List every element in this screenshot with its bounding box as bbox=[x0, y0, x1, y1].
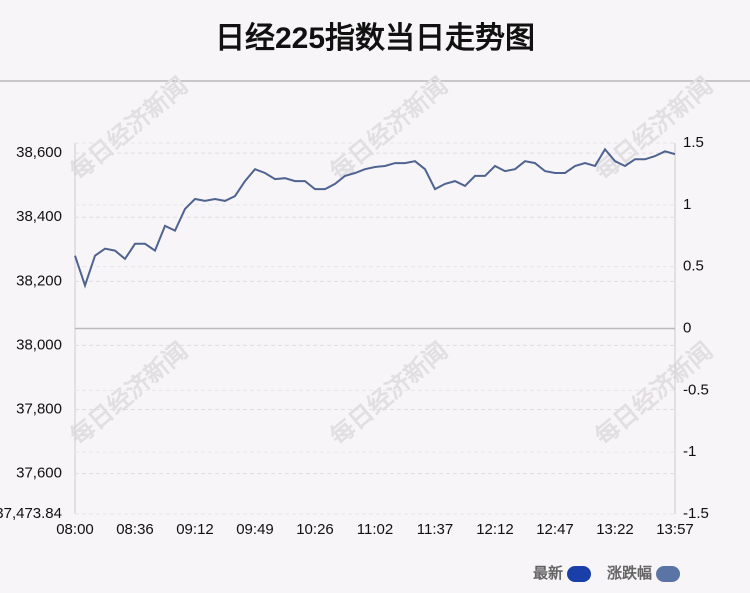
x-tick-label: 12:47 bbox=[536, 521, 574, 538]
y2-tick-label: 1 bbox=[683, 196, 691, 213]
x-tick-label: 08:36 bbox=[116, 521, 154, 538]
y-tick-label: 37,600 bbox=[16, 465, 62, 482]
x-tick-label: 12:12 bbox=[476, 521, 514, 538]
legend-swatch bbox=[656, 566, 681, 582]
y2-tick-label: 0.5 bbox=[683, 258, 704, 275]
x-tick-label: 11:37 bbox=[417, 521, 453, 538]
x-tick-label: 13:22 bbox=[596, 521, 634, 538]
x-tick-label: 13:57 bbox=[656, 521, 694, 538]
y2-tick-label: 0 bbox=[683, 319, 691, 336]
y-tick-label: 38,200 bbox=[16, 272, 62, 289]
x-tick-label: 10:26 bbox=[296, 521, 334, 538]
y-tick-label: 37,800 bbox=[16, 400, 62, 417]
x-tick-label: 09:49 bbox=[236, 521, 274, 538]
chart-title: 日经225指数当日走势图 bbox=[215, 21, 535, 55]
price-line bbox=[74, 147, 676, 289]
x-tick-label: 09:12 bbox=[176, 521, 214, 538]
y-tick-label: 38,400 bbox=[16, 208, 62, 225]
legend-swatch bbox=[567, 566, 592, 582]
y-tick-label: 38,000 bbox=[16, 336, 62, 353]
y-tick-label: 38,600 bbox=[16, 144, 62, 161]
legend-label: 最新 bbox=[533, 564, 563, 582]
y2-tick-label: -1.5 bbox=[683, 505, 709, 522]
x-tick-label: 08:00 bbox=[56, 521, 94, 538]
y2-tick-label: -1 bbox=[683, 443, 696, 460]
legend-label: 涨跌幅 bbox=[607, 564, 652, 582]
y-tick-label: 37,473.84 bbox=[0, 505, 62, 522]
y2-tick-label: -0.5 bbox=[683, 381, 709, 398]
y2-tick-label: 1.5 bbox=[683, 134, 704, 151]
x-tick-label: 11:02 bbox=[357, 521, 393, 538]
